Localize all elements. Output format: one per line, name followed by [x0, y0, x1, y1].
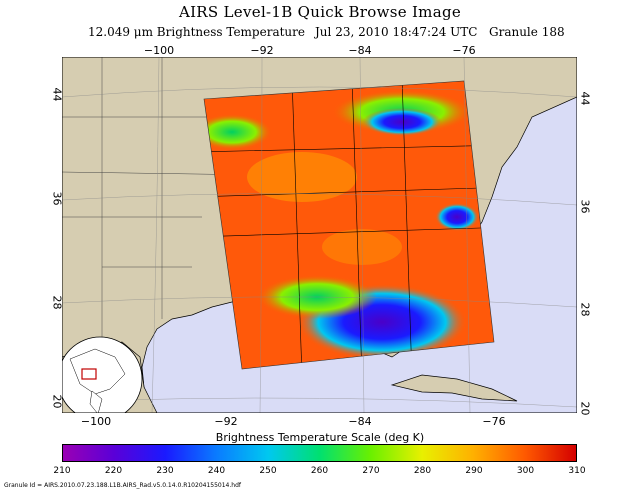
colorbar-tick-label: 230 [156, 466, 174, 476]
colorbar-tick-label: 270 [362, 466, 380, 476]
datetime-label: Jul 23, 2010 18:47:24 UTC [315, 25, 478, 39]
lat-tick-right: 28 [578, 302, 592, 317]
colorbar [62, 444, 577, 462]
cuba-land [390, 374, 518, 402]
lon-tick-bottom: −92 [214, 415, 238, 428]
colorbar-tick-label: 250 [259, 466, 277, 476]
granule-label: Granule 188 [489, 25, 565, 39]
colorbar-tick-label: 290 [465, 466, 483, 476]
lon-tick-top: −76 [452, 44, 476, 57]
world-locator-globe [62, 336, 143, 413]
lon-tick-bottom: −100 [80, 415, 112, 428]
colorbar-tick-label: 240 [207, 466, 226, 476]
colorbar-tick-label: 220 [104, 466, 123, 476]
colorbar-tick-label: 300 [516, 466, 535, 476]
map-panel [62, 57, 577, 413]
colorbar-title: Brightness Temperature Scale (deg K) [215, 431, 425, 444]
lon-tick-top: −100 [143, 44, 175, 57]
lat-tick-right: 36 [578, 199, 592, 214]
lon-tick-bottom: −84 [348, 415, 372, 428]
colorbar-tick-label: 280 [413, 466, 432, 476]
colorbar-tick-label: 210 [53, 466, 71, 476]
granule-id: Granule Id = AIRS.2010.07.23.188.L1B.AIR… [4, 482, 241, 489]
swath-outline [203, 80, 495, 370]
lat-tick-right: 20 [578, 401, 592, 416]
channel-label: 12.049 μm Brightness Temperature [88, 25, 305, 39]
airs-swath [204, 81, 494, 369]
lon-tick-top: −92 [250, 44, 274, 57]
lon-tick-top: −84 [348, 44, 372, 57]
colorbar-tick-label: 260 [310, 466, 329, 476]
colorbar-tick-label: 310 [568, 466, 586, 476]
image-title: AIRS Level-1B Quick Browse Image [178, 3, 462, 21]
lon-tick-bottom: −76 [482, 415, 506, 428]
lat-tick-right: 44 [578, 91, 592, 106]
